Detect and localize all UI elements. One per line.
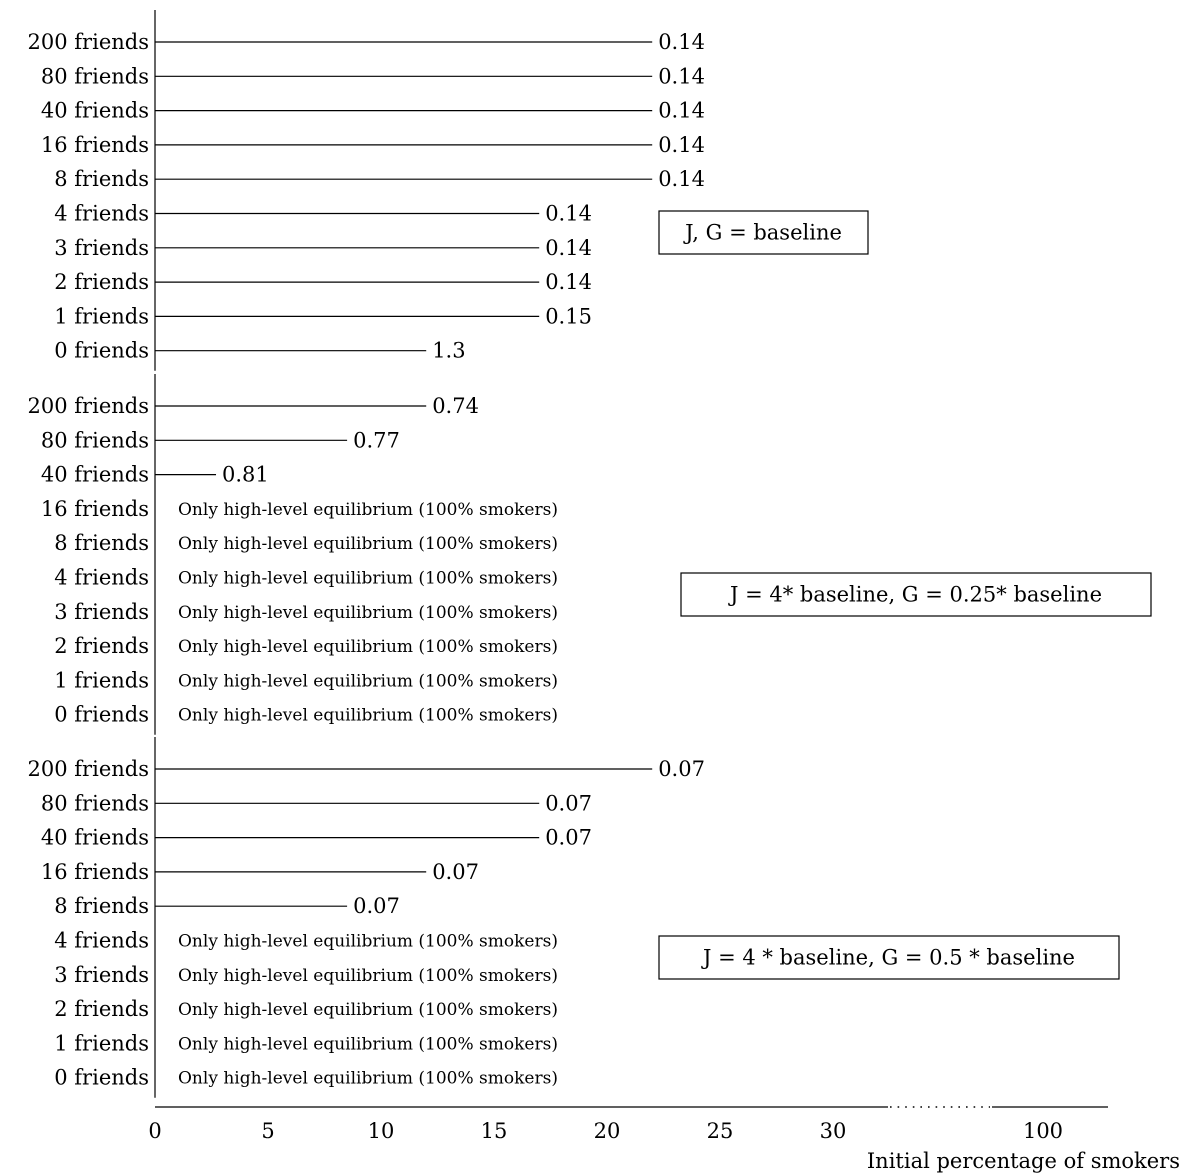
category-label: 40 friends bbox=[41, 826, 149, 850]
no-line-note: Only high-level equilibrium (100% smoker… bbox=[178, 932, 558, 952]
category-label: 4 friends bbox=[54, 202, 149, 226]
x-axis: 0 5 10 15 20 25 30 100 Initial percentage of sm… bbox=[148, 1106, 1180, 1173]
value-label: 0.07 bbox=[432, 860, 479, 884]
panel-condition-label: J = 4 * baseline, G = 0.5 * baseline bbox=[701, 946, 1075, 970]
value-label: 0.15 bbox=[545, 304, 592, 328]
no-line-note: Only high-level equilibrium (100% smoker… bbox=[178, 671, 558, 691]
value-label: 0.14 bbox=[658, 99, 705, 123]
category-label: 0 friends bbox=[54, 1066, 149, 1090]
category-label: 80 friends bbox=[41, 428, 149, 452]
no-line-note: Only high-level equilibrium (100% smoker… bbox=[178, 1069, 558, 1089]
category-label: 4 friends bbox=[54, 566, 149, 590]
x-tick-label: 10 bbox=[368, 1119, 395, 1143]
panel-1: 200 friends 0.14 80 friends 0.14 40 friends 0… bbox=[28, 10, 869, 371]
category-label: 3 friends bbox=[54, 236, 149, 260]
category-label: 3 friends bbox=[54, 600, 149, 624]
category-label: 2 friends bbox=[54, 997, 149, 1021]
x-tick-label: 25 bbox=[707, 1119, 734, 1143]
category-label: 40 friends bbox=[41, 463, 149, 487]
no-line-note: Only high-level equilibrium (100% smoker… bbox=[178, 569, 558, 589]
value-label: 0.14 bbox=[658, 30, 705, 54]
no-line-note: Only high-level equilibrium (100% smoker… bbox=[178, 500, 558, 520]
no-line-note: Only high-level equilibrium (100% smoker… bbox=[178, 706, 558, 726]
category-label: 80 friends bbox=[41, 64, 149, 88]
value-label: 0.07 bbox=[353, 894, 400, 918]
value-label: 0.14 bbox=[658, 167, 705, 191]
category-label: 2 friends bbox=[54, 634, 149, 658]
category-label: 1 friends bbox=[54, 1031, 149, 1055]
x-tick-label: 100 bbox=[1023, 1119, 1063, 1143]
no-line-note: Only high-level equilibrium (100% smoker… bbox=[178, 637, 558, 657]
x-axis-label: Initial percentage of smokers bbox=[867, 1149, 1180, 1173]
category-label: 1 friends bbox=[54, 304, 149, 328]
category-label: 0 friends bbox=[54, 339, 149, 363]
category-label: 16 friends bbox=[41, 860, 149, 884]
panel-condition-box bbox=[658, 935, 1120, 980]
value-label: 0.77 bbox=[353, 428, 400, 452]
value-label: 0.14 bbox=[658, 64, 705, 88]
no-line-note: Only high-level equilibrium (100% smoker… bbox=[178, 1034, 558, 1054]
category-label: 3 friends bbox=[54, 963, 149, 987]
value-label: 0.81 bbox=[222, 463, 269, 487]
panel-condition-label: J = 4* baseline, G = 0.25* baseline bbox=[728, 583, 1102, 607]
panel-condition-box bbox=[680, 572, 1152, 617]
category-label: 8 friends bbox=[54, 894, 149, 918]
category-label: 16 friends bbox=[41, 133, 149, 157]
x-tick-label: 15 bbox=[481, 1119, 508, 1143]
category-label: 8 friends bbox=[54, 531, 149, 555]
no-line-note: Only high-level equilibrium (100% smoker… bbox=[178, 534, 558, 554]
category-label: 200 friends bbox=[28, 30, 149, 54]
no-line-note: Only high-level equilibrium (100% smoker… bbox=[178, 603, 558, 623]
value-label: 0.07 bbox=[545, 826, 592, 850]
x-tick-label: 5 bbox=[261, 1119, 274, 1143]
no-line-note: Only high-level equilibrium (100% smoker… bbox=[178, 966, 558, 986]
category-label: 40 friends bbox=[41, 99, 149, 123]
category-label: 200 friends bbox=[28, 394, 149, 418]
category-label: 8 friends bbox=[54, 167, 149, 191]
category-label: 4 friends bbox=[54, 929, 149, 953]
chart-panels: 200 friends 0.14 80 friends 0.14 40 friends 0… bbox=[28, 10, 1152, 1098]
category-label: 16 friends bbox=[41, 497, 149, 521]
value-label: 0.07 bbox=[545, 791, 592, 815]
value-label: 0.14 bbox=[545, 202, 592, 226]
panel-condition-box bbox=[658, 210, 869, 255]
value-label: 0.14 bbox=[545, 270, 592, 294]
panel-3: 200 friends 0.07 80 friends 0.07 40 friends 0… bbox=[28, 737, 1120, 1098]
no-line-note: Only high-level equilibrium (100% smoker… bbox=[178, 1000, 558, 1020]
value-label: 0.14 bbox=[658, 133, 705, 157]
value-label: 1.3 bbox=[432, 339, 465, 363]
category-label: 200 friends bbox=[28, 757, 149, 781]
value-label: 0.14 bbox=[545, 236, 592, 260]
category-label: 80 friends bbox=[41, 791, 149, 815]
x-tick-label: 30 bbox=[820, 1119, 847, 1143]
panel-2: 200 friends 0.74 80 friends 0.77 40 friends 0… bbox=[28, 374, 1152, 735]
x-tick-label: 0 bbox=[148, 1119, 161, 1143]
category-label: 1 friends bbox=[54, 668, 149, 692]
value-label: 0.07 bbox=[658, 757, 705, 781]
value-label: 0.74 bbox=[432, 394, 479, 418]
x-ticks: 0 5 10 15 20 25 30 100 bbox=[148, 1119, 1063, 1143]
panel-condition-label: J, G = baseline bbox=[683, 221, 842, 245]
x-tick-label: 20 bbox=[594, 1119, 621, 1143]
category-label: 2 friends bbox=[54, 270, 149, 294]
category-label: 0 friends bbox=[54, 703, 149, 727]
